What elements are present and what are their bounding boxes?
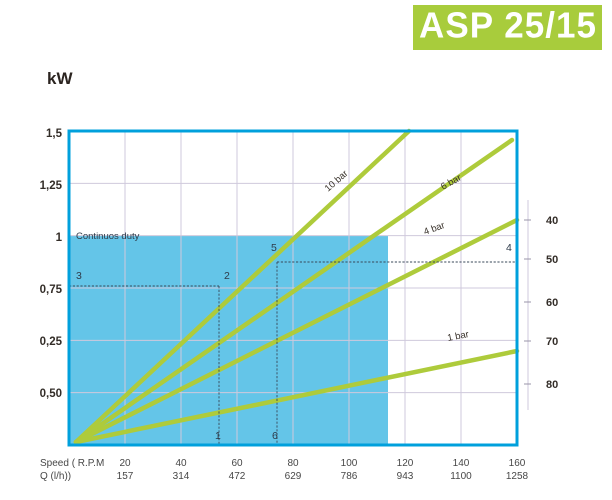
- svg-text:6: 6: [272, 430, 278, 442]
- svg-text:60: 60: [546, 297, 558, 309]
- svg-text:Continuos duty: Continuos duty: [76, 231, 140, 242]
- svg-text:1: 1: [56, 232, 63, 244]
- svg-text:20: 20: [119, 458, 131, 469]
- svg-text:Speed ( R.P.M: Speed ( R.P.M: [40, 458, 104, 469]
- svg-text:4 bar: 4 bar: [422, 220, 446, 238]
- svg-text:100: 100: [341, 458, 358, 469]
- svg-text:140: 140: [453, 458, 470, 469]
- svg-text:157: 157: [117, 471, 134, 482]
- svg-text:70: 70: [546, 336, 558, 348]
- svg-text:4: 4: [506, 242, 512, 254]
- svg-text:50: 50: [546, 254, 558, 266]
- svg-text:80: 80: [287, 458, 299, 469]
- svg-text:1100: 1100: [450, 471, 472, 482]
- svg-text:5: 5: [271, 242, 277, 254]
- svg-text:Q (l/h)): Q (l/h)): [40, 471, 71, 482]
- svg-text:0,50: 0,50: [40, 388, 62, 400]
- svg-text:1,25: 1,25: [40, 180, 63, 192]
- svg-text:0,25: 0,25: [40, 336, 63, 348]
- svg-text:629: 629: [285, 471, 302, 482]
- svg-text:2: 2: [224, 270, 230, 282]
- svg-text:60: 60: [231, 458, 243, 469]
- svg-text:40: 40: [175, 458, 187, 469]
- svg-text:1258: 1258: [506, 471, 529, 482]
- svg-text:314: 314: [173, 471, 190, 482]
- svg-text:0,75: 0,75: [40, 284, 63, 296]
- svg-text:80: 80: [546, 379, 558, 391]
- svg-text:160: 160: [509, 458, 526, 469]
- svg-text:472: 472: [229, 471, 246, 482]
- svg-text:120: 120: [397, 458, 414, 469]
- svg-text:943: 943: [397, 471, 414, 482]
- svg-text:40: 40: [546, 215, 558, 227]
- svg-text:3: 3: [76, 270, 82, 282]
- svg-text:1 bar: 1 bar: [446, 329, 469, 344]
- svg-text:1: 1: [215, 430, 221, 442]
- svg-text:1,5: 1,5: [46, 128, 63, 140]
- svg-text:786: 786: [341, 471, 358, 482]
